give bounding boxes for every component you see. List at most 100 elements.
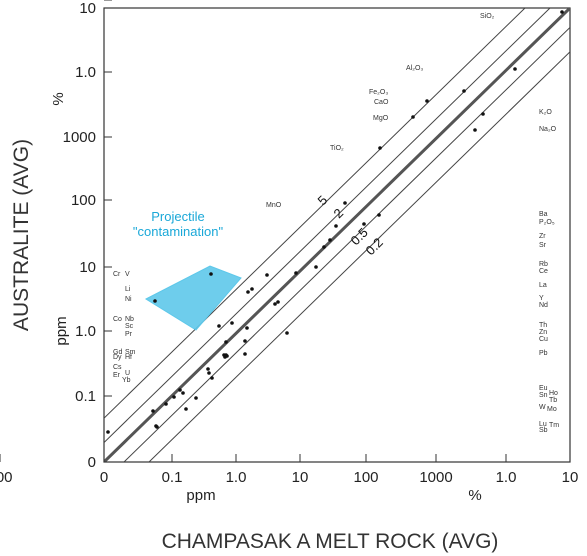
data-point [184,407,188,411]
data-point [210,376,214,380]
trace-element-label: Sb [539,427,548,434]
major-element-label: Fe₂O₃ [369,89,388,96]
trace-element-label: Gd [113,349,122,356]
trace-element-label: Y [539,295,544,302]
trace-element-label: Rb [539,261,548,268]
data-point [194,396,198,400]
data-point [378,146,382,150]
data-point [285,331,289,335]
data-point [155,425,159,429]
data-point [273,302,277,306]
trace-element-label: P₂O₅ [539,219,555,226]
trace-element-label: Yb [122,377,131,384]
data-point [217,324,221,328]
trace-element-label: Sc [125,323,134,330]
x-tick-label: 1000 [419,469,452,486]
x-unit-ppm: ppm [186,487,215,504]
trace-element-label: Tm [549,422,559,429]
y-tick-label: 0.1 [75,388,96,405]
trace-element-label: Mo [547,406,557,413]
x-tick-label: 10 [292,469,309,486]
trace-element-label: Cu [539,336,548,343]
data-point [164,402,168,406]
data-point [178,388,182,392]
trace-element-label: Pb [539,350,548,357]
data-point [481,112,485,116]
major-element-label: MnO [266,202,282,209]
major-element-label: Al₂O₃ [406,65,423,72]
data-point [513,67,517,71]
ratio-line-0-5 [123,26,570,462]
data-point [462,89,466,93]
trace-element-label: Th [539,322,547,329]
trace-element-label: V [125,271,130,278]
trace-element-label: Li [125,286,131,293]
trace-element-label: Nb [125,316,134,323]
x-tick-label: 0 [100,469,108,486]
x-axis-title: CHAMPASAK A MELT ROCK (AVG) [162,530,499,553]
data-point [243,339,247,343]
data-point [153,299,157,303]
trace-element-label: Zr [539,233,546,240]
data-point [322,245,326,249]
x-tick-label: 10 [562,469,579,486]
trace-element-label: Cs [113,364,122,371]
trace-element-label: Hf [125,354,132,361]
data-point [243,352,247,356]
y-axis-title: AUSTRALITE (AVG) [10,139,33,331]
ratio-line-0-2 [148,51,570,462]
x-tick-label: 100 [353,469,378,486]
one-to-one-line [104,8,570,462]
ratio-label: 2 [331,205,347,221]
trace-element-label: Co [113,316,122,323]
data-point [425,99,429,103]
x-unit-percent: % [468,487,481,504]
data-point [106,430,110,434]
data-point [276,300,280,304]
data-point [151,409,155,413]
y-unit-ppm: ppm [53,316,70,345]
major-element-label: CaO [374,99,389,106]
data-point [172,395,176,399]
data-point [294,271,298,275]
data-point [230,321,234,325]
data-point [207,371,211,375]
trace-element-label: Pr [125,331,133,338]
x-tick-label: 1.0 [226,469,247,486]
data-point [181,391,185,395]
data-point [473,128,477,132]
plot-frame [103,7,571,463]
y-tick-label: 10 [79,259,96,276]
trace-element-label: La [539,282,547,289]
projectile-label: Projectile [151,209,204,224]
trace-element-label: Cr [113,271,121,278]
trace-element-label: W [539,404,546,411]
data-point [328,238,332,242]
data-point [250,287,254,291]
trace-element-label: U [125,370,130,377]
trace-element-label: Ba [539,211,548,218]
x-tick-label: 0.1 [162,469,183,486]
projectile-contamination-field [144,265,242,331]
trace-element-label: Nd [539,302,548,309]
trace-element-label: Lu [539,421,547,428]
major-element-label: TiO₂ [330,145,344,152]
y-tick-label: 1000 [63,129,96,146]
y-tick-label: 1.0 [75,323,96,340]
data-point [560,10,564,14]
trace-element-label: Ni [125,296,132,303]
trace-element-label: Sm [125,349,136,356]
trace-element-label: Ho [549,390,558,397]
major-element-label: MgO [373,115,389,122]
y-tick-label: 10 [79,0,96,17]
data-point [362,222,366,226]
contamination-label: "contamination" [133,224,224,239]
data-point [225,354,229,358]
data-point [209,272,213,276]
trace-element-label: Tb [549,397,557,404]
trace-element-label: Sr [539,242,547,249]
major-element-label: Na₂O [539,126,557,133]
trace-element-label: Zn [539,329,547,336]
y-tick-label: 1.0 [75,64,96,81]
